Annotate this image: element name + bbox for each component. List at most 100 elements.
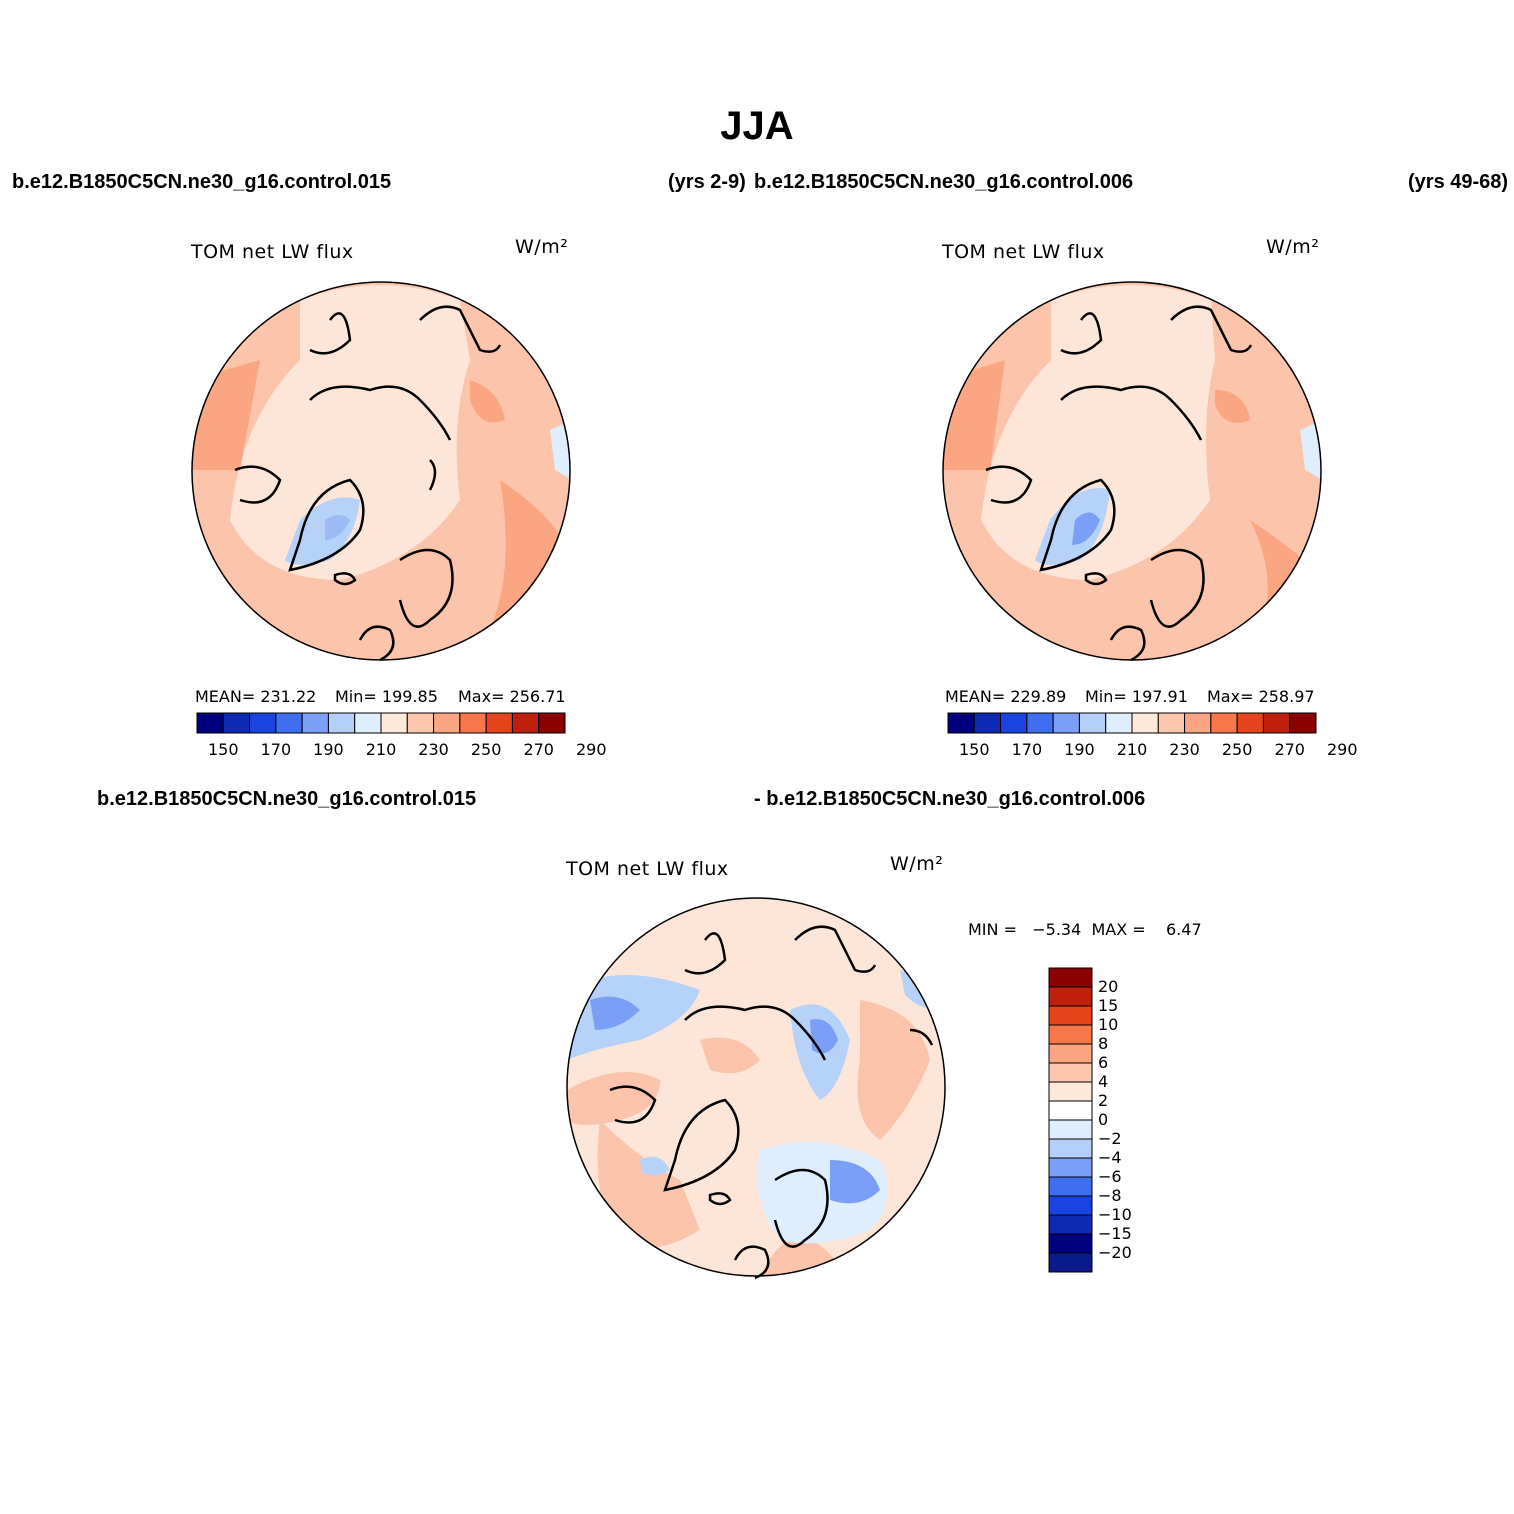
colorbar-c-tick-label: 15 — [1098, 996, 1118, 1015]
colorbar-c-swatch — [1048, 1062, 1093, 1083]
colorbar-b-swatch — [973, 712, 1002, 734]
panel-c-variable: TOM net LW flux — [566, 858, 729, 880]
panel-b-variable: TOM net LW flux — [942, 241, 1105, 263]
colorbar-a-swatch — [196, 712, 224, 734]
colorbar-b-tick-label: 270 — [1274, 740, 1305, 759]
colorbar-a-swatch — [327, 712, 356, 734]
colorbar-c-swatch — [1048, 1214, 1093, 1235]
colorbar-c-swatch — [1048, 1157, 1093, 1178]
colorbar-b-tick-label: 150 — [959, 740, 990, 759]
case-a-label: b.e12.B1850C5CN.ne30_g16.control.015 — [12, 171, 392, 193]
colorbar-a-swatch — [485, 712, 513, 734]
map-difference — [566, 897, 946, 1280]
colorbar-a-swatch — [511, 712, 540, 734]
colorbar-b-tick-label: 250 — [1222, 740, 1253, 759]
colorbar-b-tick-label: 210 — [1117, 740, 1148, 759]
colorbar-a-tick-label: 250 — [471, 740, 502, 759]
panel-b-min: Min= 197.91 — [1085, 687, 1188, 706]
panel-a-min: Min= 199.85 — [335, 687, 438, 706]
colorbar-c-tick-label: 6 — [1098, 1053, 1108, 1072]
colorbar-c-tick-label: −2 — [1098, 1129, 1122, 1148]
panel-b-max: Max= 258.97 — [1207, 687, 1315, 706]
colorbar-b-swatch — [1262, 712, 1291, 734]
panel-c-minmax: MIN = −5.34 MAX = 6.47 — [968, 920, 1202, 939]
colorbar-b-tick-label: 190 — [1064, 740, 1095, 759]
colorbar-c-tick-label: 8 — [1098, 1034, 1108, 1053]
case-b-label: b.e12.B1850C5CN.ne30_g16.control.006 — [754, 171, 1134, 193]
colorbar-c-tick-label: 0 — [1098, 1110, 1108, 1129]
colorbar-a-swatch — [249, 712, 277, 734]
diff-label-b: - b.e12.B1850C5CN.ne30_g16.control.006 — [754, 788, 1146, 810]
colorbar-c-swatch — [1048, 1176, 1093, 1197]
colorbar-c-swatch — [1048, 1024, 1093, 1045]
colorbar-case-a: 150 170 190 210 230 250 270 290 — [196, 712, 607, 759]
colorbar-b-swatch — [1184, 712, 1212, 734]
colorbar-c-tick-label: 2 — [1098, 1091, 1108, 1110]
map-case-b — [942, 281, 1322, 662]
colorbar-b-swatch — [1105, 712, 1133, 734]
colorbar-c-swatch — [1048, 1233, 1093, 1254]
colorbar-a-swatch — [354, 712, 382, 734]
panel-c-units: W/m² — [890, 853, 944, 875]
case-a-years: (yrs 2-9) — [668, 171, 746, 193]
panel-a-variable: TOM net LW flux — [191, 241, 354, 263]
colorbar-c-swatch — [1048, 1195, 1093, 1216]
colorbar-c-swatch — [1048, 1043, 1093, 1064]
colorbar-c-swatch — [1048, 1081, 1093, 1102]
figure-title: JJA — [720, 104, 794, 148]
colorbar-a-tick-label: 150 — [208, 740, 239, 759]
colorbar-c-swatch — [1048, 1138, 1093, 1159]
colorbar-b-swatch — [1026, 712, 1054, 734]
colorbar-c-tick-label: −15 — [1098, 1224, 1132, 1243]
colorbar-a-tick-label: 210 — [366, 740, 397, 759]
colorbar-a-tick-label: 270 — [523, 740, 554, 759]
colorbar-a-tick-label: 230 — [418, 740, 449, 759]
colorbar-c-tick-label: −4 — [1098, 1148, 1122, 1167]
colorbar-c-swatch — [1048, 1100, 1093, 1121]
colorbar-b-swatch — [1078, 712, 1107, 734]
colorbar-b-tick-label: 230 — [1169, 740, 1200, 759]
colorbar-a-tick-label: 190 — [313, 740, 344, 759]
colorbar-a-swatch — [433, 712, 461, 734]
colorbar-a-swatch — [301, 712, 329, 734]
colorbar-a-tick-label: 170 — [261, 740, 292, 759]
diff-label-a: b.e12.B1850C5CN.ne30_g16.control.015 — [97, 788, 477, 810]
colorbar-c-swatch — [1048, 1005, 1093, 1026]
colorbar-b-tick-label: 170 — [1012, 740, 1043, 759]
colorbar-b-swatch — [1157, 712, 1186, 734]
colorbar-b-swatch — [1236, 712, 1264, 734]
colorbar-c-tick-label: −20 — [1098, 1243, 1132, 1262]
colorbar-c-swatch — [1048, 967, 1093, 988]
colorbar-b-swatch — [1289, 712, 1317, 734]
colorbar-a-swatch — [275, 712, 303, 734]
panel-b-units: W/m² — [1266, 236, 1320, 258]
colorbar-a-tick-label: 290 — [576, 740, 607, 759]
colorbar-a-swatch — [222, 712, 251, 734]
colorbar-c-tick-label: −6 — [1098, 1167, 1122, 1186]
panel-a-units: W/m² — [515, 236, 569, 258]
colorbar-a-swatch — [380, 712, 408, 734]
colorbar-b-swatch — [947, 712, 975, 734]
case-b-years: (yrs 49-68) — [1408, 171, 1509, 193]
colorbar-c-tick-label: −10 — [1098, 1205, 1132, 1224]
colorbar-a-swatch — [459, 712, 487, 734]
colorbar-a-swatch — [406, 712, 435, 734]
panel-b-mean: MEAN= 229.89 — [945, 687, 1067, 706]
colorbar-c-tick-label: 10 — [1098, 1015, 1118, 1034]
map-case-a — [191, 281, 571, 662]
colorbar-b-swatch — [1000, 712, 1028, 734]
colorbar-c-swatch — [1048, 986, 1093, 1007]
colorbar-c-swatch — [1048, 1119, 1093, 1140]
panel-a-mean: MEAN= 231.22 — [195, 687, 317, 706]
panel-a-max: Max= 256.71 — [458, 687, 566, 706]
colorbar-c-tick-label: −8 — [1098, 1186, 1122, 1205]
colorbar-c-swatch — [1048, 1252, 1093, 1273]
colorbar-a-swatch — [538, 712, 566, 734]
colorbar-c-tick-label: 20 — [1098, 977, 1118, 996]
colorbar-case-b: 150 170 190 210 230 250 270 290 — [947, 712, 1358, 759]
colorbar-c-tick-label: 4 — [1098, 1072, 1108, 1091]
colorbar-b-tick-label: 290 — [1327, 740, 1358, 759]
colorbar-b-swatch — [1210, 712, 1238, 734]
